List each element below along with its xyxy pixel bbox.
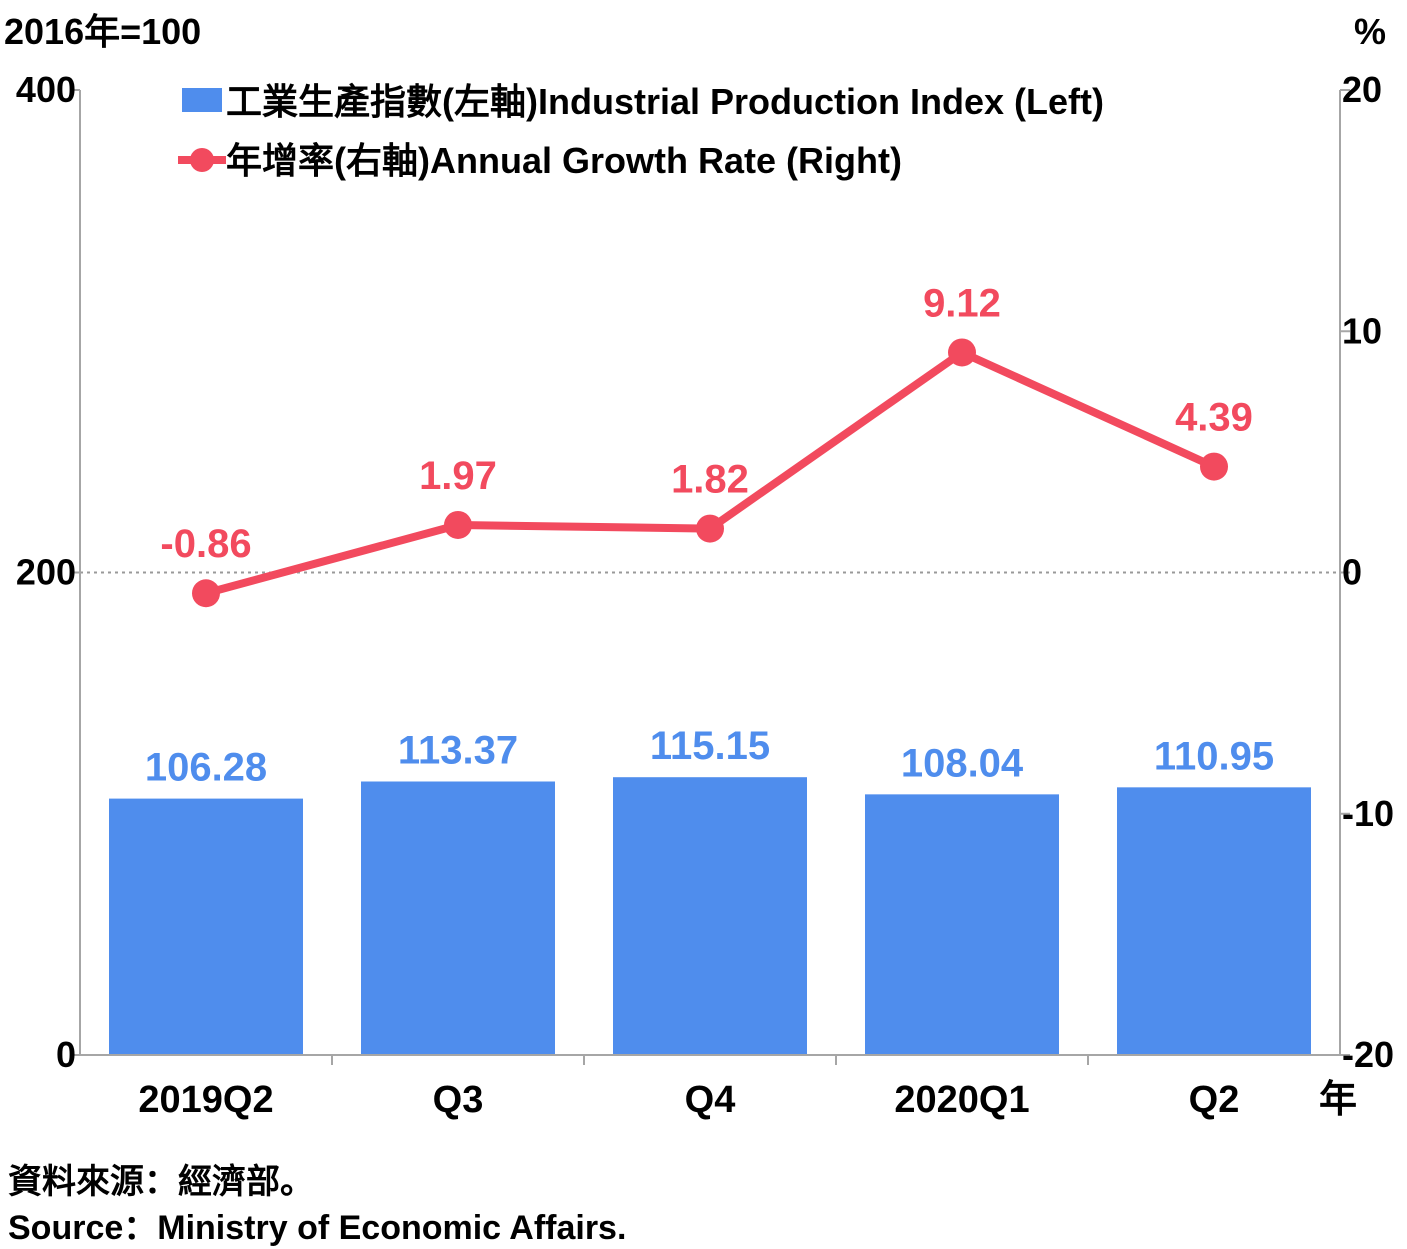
- growth-point: [1200, 452, 1228, 481]
- bar-value-label: 108.04: [901, 741, 1024, 785]
- left-tick-label: 0: [56, 1034, 76, 1075]
- bar-value-label: 106.28: [145, 746, 267, 790]
- growth-point: [948, 338, 976, 367]
- legend-bar-swatch: [182, 88, 222, 112]
- x-tick-label: Q2: [1189, 1079, 1240, 1121]
- right-axis-unit: %: [1354, 11, 1386, 52]
- x-tick-label: Q4: [685, 1079, 736, 1121]
- x-tick-label: 2019Q2: [138, 1079, 273, 1121]
- growth-point: [192, 579, 220, 608]
- legend-bar-label: 工業生產指數(左軸)Industrial Production Index (L…: [226, 81, 1104, 122]
- x-axis-unit: 年: [1319, 1079, 1357, 1121]
- bar: [361, 781, 555, 1055]
- growth-value-label: 4.39: [1175, 396, 1253, 440]
- left-axis-unit: 2016年=100: [4, 11, 201, 52]
- right-tick-label: 10: [1342, 310, 1382, 351]
- bar-value-label: 115.15: [650, 724, 770, 768]
- right-tick-label: -10: [1342, 793, 1394, 834]
- source-en: Source：Ministry of Economic Affairs.: [8, 1209, 627, 1247]
- growth-point: [444, 510, 472, 539]
- left-tick-label: 200: [16, 552, 76, 593]
- bar: [109, 798, 303, 1055]
- growth-point: [696, 514, 724, 543]
- bar: [613, 777, 807, 1055]
- x-tick-label: Q3: [433, 1079, 484, 1121]
- right-tick-label: 20: [1342, 69, 1382, 110]
- right-tick-label: 0: [1342, 552, 1362, 593]
- growth-value-label: 1.82: [671, 458, 749, 502]
- growth-value-label: 1.97: [419, 454, 497, 498]
- x-tick-label: 2020Q1: [894, 1079, 1029, 1121]
- growth-value-label: 9.12: [923, 281, 1001, 325]
- bar: [865, 794, 1059, 1055]
- left-tick-label: 400: [16, 69, 76, 110]
- legend-line-label: 年增率(右軸)Annual Growth Rate (Right): [226, 140, 902, 181]
- source-zh: 資料來源：經濟部。: [8, 1163, 314, 1201]
- chart: 0 200 400 -20 -10 0 10 20 2016年=100 % 年 2019Q2 Q3 Q4 2…: [4, 11, 1394, 1121]
- legend-line-marker: [190, 148, 214, 172]
- bar-value-label: 110.95: [1154, 734, 1274, 778]
- growth-value-label: -0.86: [160, 522, 251, 566]
- bar-value-label: 113.37: [398, 728, 518, 772]
- bar: [1117, 787, 1311, 1055]
- right-tick-label: -20: [1342, 1034, 1394, 1075]
